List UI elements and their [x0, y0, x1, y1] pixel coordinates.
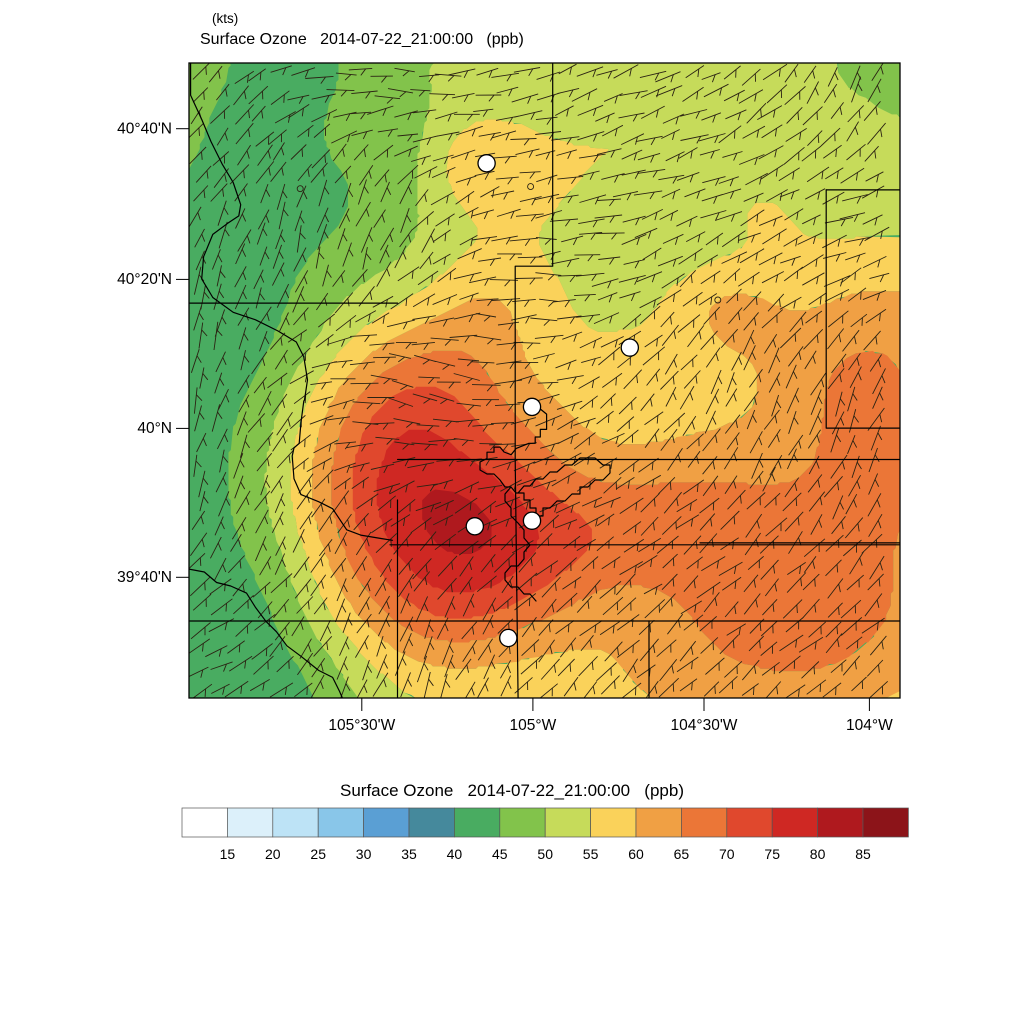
svg-text:85: 85: [855, 846, 871, 862]
svg-text:104°W: 104°W: [846, 717, 893, 734]
svg-text:(kts): (kts): [212, 11, 238, 26]
svg-text:39°40'N: 39°40'N: [117, 569, 172, 586]
svg-text:35: 35: [401, 846, 417, 862]
svg-text:55: 55: [583, 846, 599, 862]
svg-text:105°30'W: 105°30'W: [328, 717, 395, 734]
svg-text:Surface Ozone 2014-07-22_21:: Surface Ozone 2014-07-22_21:00:00 (ppb): [340, 781, 684, 800]
svg-text:20: 20: [265, 846, 281, 862]
svg-text:Surface Ozone 2014-07-22_21:: Surface Ozone 2014-07-22_21:00:00 (ppb): [200, 31, 524, 48]
svg-text:60: 60: [628, 846, 644, 862]
svg-text:40°20'N: 40°20'N: [117, 271, 172, 288]
svg-text:25: 25: [310, 846, 326, 862]
svg-text:75: 75: [764, 846, 780, 862]
svg-text:15: 15: [220, 846, 236, 862]
svg-text:105°W: 105°W: [510, 717, 557, 734]
svg-text:80: 80: [810, 846, 826, 862]
svg-text:30: 30: [356, 846, 372, 862]
svg-text:104°30'W: 104°30'W: [671, 717, 738, 734]
svg-text:40°40'N: 40°40'N: [117, 121, 172, 138]
svg-text:50: 50: [537, 846, 553, 862]
svg-text:45: 45: [492, 846, 508, 862]
svg-text:40°N: 40°N: [137, 420, 172, 437]
svg-text:40: 40: [447, 846, 463, 862]
svg-text:65: 65: [674, 846, 690, 862]
svg-text:70: 70: [719, 846, 735, 862]
